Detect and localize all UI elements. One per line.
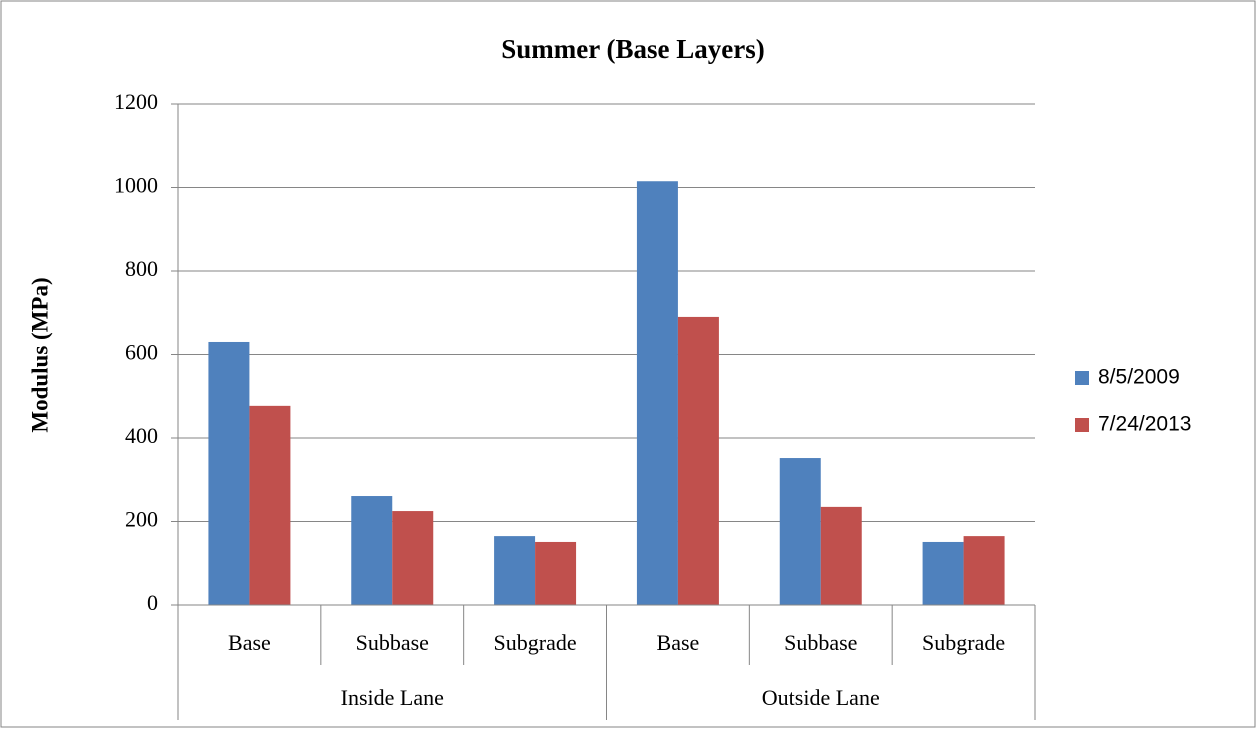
bar [820, 506, 862, 605]
bar [494, 536, 536, 605]
bar [392, 511, 434, 605]
bar [963, 536, 1005, 605]
legend-swatch [1075, 418, 1089, 432]
bar [677, 316, 719, 605]
bar [636, 181, 678, 606]
chart-title: Summer (Base Layers) [501, 34, 764, 64]
bar [351, 496, 393, 605]
y-tick-label: 0 [147, 590, 158, 615]
group-label: Outside Lane [762, 685, 880, 710]
x-tick-label: Base [657, 630, 700, 655]
y-tick-label: 1000 [114, 173, 158, 198]
bar [535, 541, 577, 605]
x-tick-label: Base [228, 630, 271, 655]
legend-label: 7/24/2013 [1098, 413, 1191, 436]
y-tick-label: 1200 [114, 89, 158, 114]
y-tick-label: 400 [125, 423, 158, 448]
y-tick-label: 600 [125, 340, 158, 365]
y-tick-label: 200 [125, 507, 158, 532]
legend-swatch [1075, 371, 1089, 385]
x-tick-label: Subbase [784, 630, 857, 655]
bar [249, 405, 291, 605]
bar [922, 541, 964, 605]
legend-label: 8/5/2009 [1098, 366, 1180, 389]
x-tick-label: Subgrade [494, 630, 577, 655]
x-tick-label: Subgrade [922, 630, 1005, 655]
y-tick-label: 800 [125, 256, 158, 281]
y-axis-title: Modulus (MPa) [27, 277, 52, 432]
group-label: Inside Lane [341, 685, 444, 710]
x-tick-label: Subbase [356, 630, 429, 655]
bar [779, 458, 821, 605]
bar [208, 341, 250, 605]
